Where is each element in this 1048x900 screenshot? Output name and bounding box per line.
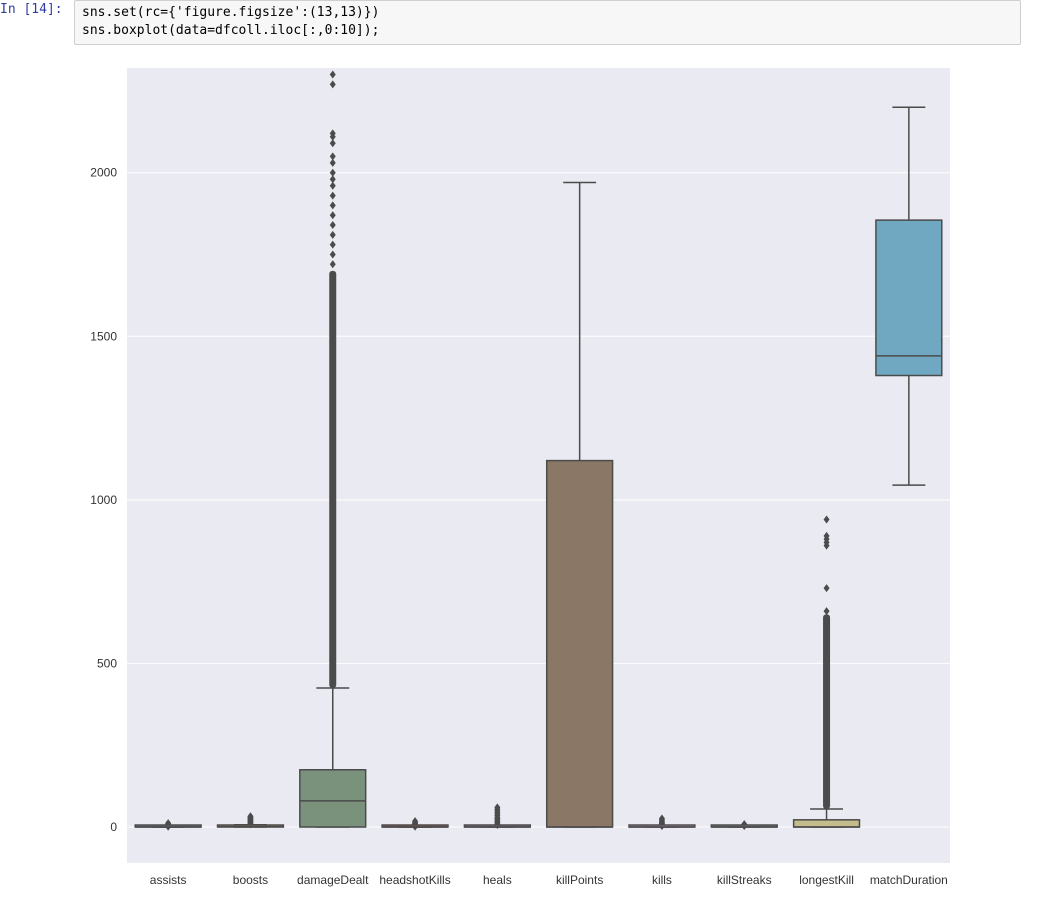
flier-point (329, 191, 336, 200)
flier-point (823, 607, 830, 616)
plot-area (127, 68, 950, 863)
flier-point (329, 139, 336, 148)
flier-point (494, 803, 501, 812)
flier-point (329, 181, 336, 190)
flier-point (658, 814, 665, 823)
flier-point (329, 211, 336, 220)
flier-point (329, 158, 336, 167)
y-tick-label: 2000 (90, 166, 117, 180)
flier-strip-longestKill (823, 614, 831, 810)
flier-point (329, 129, 336, 138)
code-line-1[interactable]: sns.set(rc={'figure.figsize':(13,13)}) (82, 5, 380, 20)
flier-point (329, 250, 336, 259)
flier-strip-damageDealt (329, 270, 337, 688)
flier-point (329, 80, 336, 89)
x-tick-label: killStreaks (717, 873, 772, 887)
box-damageDealt (299, 769, 367, 828)
flier-point (329, 221, 336, 230)
cell-prompt: In [14]: (0, 2, 63, 17)
flier-point (329, 240, 336, 249)
cell-output: 0 500 1000 1500 2000 assists boosts damageDealt… (74, 55, 1048, 896)
x-tick-label: heals (483, 873, 512, 887)
x-tick-label: assists (150, 873, 187, 887)
x-tick-label: damageDealt (297, 873, 369, 887)
flier-point (823, 515, 830, 524)
flier-point (329, 168, 336, 177)
y-tick-label: 1500 (90, 329, 117, 343)
boxplot-chart: 0 500 1000 1500 2000 assists boosts damageDealt… (90, 68, 950, 887)
x-tick-label: headshotKills (379, 873, 450, 887)
x-tick-label: longestKill (799, 873, 854, 887)
x-tick-label: boosts (233, 873, 268, 887)
y-tick-label: 0 (110, 820, 117, 834)
flier-point (329, 152, 336, 161)
y-tick-label: 1000 (90, 493, 117, 507)
code-editor[interactable]: sns.set(rc={'figure.figsize':(13,13)}) s… (74, 0, 1021, 45)
box-longestKill (792, 819, 861, 828)
flier-point (329, 230, 336, 239)
x-tick-label: killPoints (556, 873, 603, 887)
flier-point (329, 175, 336, 184)
x-tick-label: kills (652, 873, 672, 887)
flier-point (329, 201, 336, 210)
flier-point (823, 531, 830, 540)
flier-point (412, 817, 419, 826)
box-matchDuration (875, 219, 943, 377)
flier-point (329, 260, 336, 269)
code-line-2[interactable]: sns.boxplot(data=dfcoll.iloc[:,0:10]); (82, 23, 380, 38)
box-killPoints (545, 459, 614, 828)
x-tick-label: matchDuration (870, 873, 948, 887)
flier-point (247, 812, 254, 821)
flier-point (329, 70, 336, 79)
y-tick-label: 500 (97, 656, 117, 670)
flier-point (823, 584, 830, 593)
